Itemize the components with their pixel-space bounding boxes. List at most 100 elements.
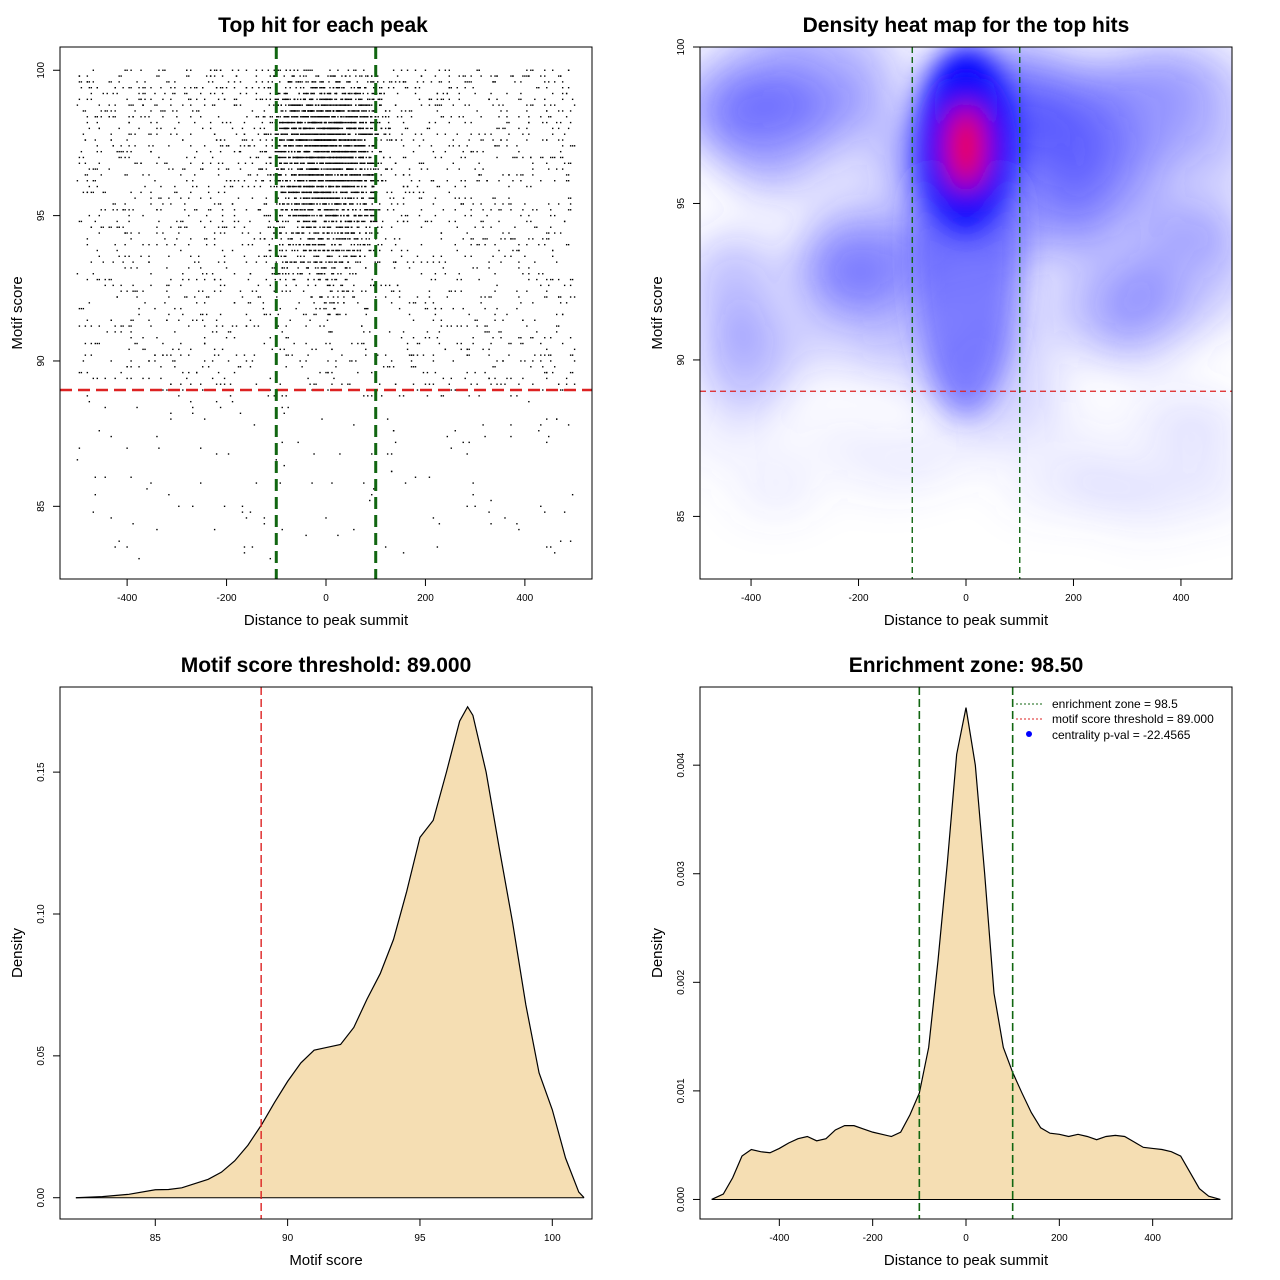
scatter-point-1324 — [448, 98, 450, 101]
scatter-point-4508 — [343, 87, 345, 89]
scatter-point-2315 — [317, 273, 320, 275]
scatter-point-1900 — [142, 104, 144, 106]
scatter-point-1034 — [500, 110, 502, 112]
scatter-point-459 — [162, 69, 164, 71]
scatter-point-3674 — [311, 121, 314, 124]
scatter-point-4434 — [350, 232, 353, 234]
scatter-point-4121 — [313, 121, 315, 124]
scatter-point-4212 — [349, 174, 351, 176]
scatter-point-3417 — [364, 203, 366, 205]
scatter-point-2588 — [331, 104, 333, 106]
scatter-point-2232 — [458, 145, 460, 147]
scatter-point-2820 — [310, 92, 312, 95]
scatter-point-4438 — [353, 220, 356, 223]
scatter-point-2534 — [370, 191, 372, 194]
scatter-point-1764 — [120, 150, 122, 153]
scatter-point-3427 — [286, 261, 288, 263]
scatter-point-605 — [520, 180, 522, 182]
scatter-point-1230 — [484, 371, 486, 374]
scatter-point-4133 — [329, 139, 332, 141]
scatter-point-546 — [283, 464, 285, 467]
scatter-point-4520 — [370, 284, 372, 287]
scatter-point-1174 — [307, 377, 309, 380]
scatter-point-4773 — [316, 174, 318, 176]
scatter-point-1141 — [198, 261, 200, 263]
scatter-point-1678 — [452, 139, 454, 141]
scatter-point-2173 — [502, 127, 504, 130]
scatter-point-2887 — [364, 145, 366, 147]
scatter-point-1830 — [434, 371, 437, 374]
scatter-point-932 — [571, 145, 574, 147]
scatter-point-1123 — [532, 383, 534, 385]
scatter-point-129 — [84, 354, 87, 356]
scatter-point-4788 — [296, 133, 299, 135]
scatter-point-3204 — [308, 139, 311, 141]
scatter-point-3643 — [341, 226, 344, 228]
scatter-point-152 — [474, 92, 476, 95]
scatter-point-2233 — [379, 261, 381, 263]
scatter-point-4052 — [316, 133, 318, 135]
scatter-point-4608 — [274, 133, 276, 135]
scatter-point-3821 — [286, 180, 288, 182]
scatter-point-2246 — [130, 104, 132, 106]
scatter-point-2192 — [273, 185, 275, 188]
scatter-point-1151 — [86, 319, 89, 321]
scatter-point-2800 — [319, 180, 321, 182]
scatter-point-2733 — [331, 168, 333, 170]
scatter-point-4843 — [313, 185, 315, 188]
scatter-point-1746 — [569, 371, 572, 374]
scatter-point-4085 — [355, 162, 357, 164]
scatter-point-4882 — [335, 127, 338, 130]
scatter-point-752 — [492, 139, 494, 141]
scatter-point-4667 — [338, 127, 341, 130]
scatter-point-268 — [299, 75, 301, 77]
heatmap-title: Density heat map for the top hits — [803, 14, 1130, 37]
scatter-point-1671 — [390, 302, 393, 304]
scatter-point-1378 — [404, 87, 407, 89]
scatter-point-787 — [518, 116, 520, 118]
scatter-point-2278 — [498, 220, 500, 223]
scatter-point-4197 — [326, 133, 329, 135]
scatter-point-4551 — [323, 121, 326, 124]
scatter-point-4393 — [329, 197, 332, 199]
scatter-point-157 — [554, 214, 556, 217]
scatter-point-4118 — [319, 139, 321, 141]
scatter-point-850 — [506, 313, 508, 316]
scatter-point-537 — [156, 243, 158, 246]
scatter-point-4465 — [289, 139, 291, 141]
scatter-point-946 — [194, 209, 196, 211]
scatter-point-2256 — [339, 453, 341, 455]
scatter-point-29 — [148, 145, 150, 147]
scatter-point-3467 — [350, 226, 353, 228]
scatter-point-609 — [488, 261, 490, 263]
scatter-point-4873 — [365, 313, 367, 316]
scatter-point-1184 — [456, 249, 458, 252]
scatter-point-4673 — [344, 156, 347, 159]
scatter-point-4096 — [298, 156, 300, 159]
scatter-point-583 — [428, 104, 431, 106]
scatter-point-1953 — [116, 226, 118, 228]
scatter-point-4339 — [304, 139, 306, 141]
scatter-point-4597 — [282, 273, 284, 275]
scatter-point-4492 — [320, 191, 323, 194]
scatter-point-2866 — [364, 116, 366, 118]
scatter-point-1605 — [494, 81, 496, 83]
scatter-point-3333 — [335, 191, 338, 194]
scatter-point-826 — [126, 150, 128, 153]
scatter-point-73 — [279, 482, 281, 484]
scatter-point-3668 — [314, 226, 317, 228]
scatter-point-2282 — [174, 92, 176, 95]
scatter-point-1082 — [128, 121, 130, 124]
scatter-point-2236 — [203, 418, 206, 420]
scatter-point-4319 — [261, 168, 263, 170]
scatter-point-239 — [205, 243, 208, 246]
scatter-point-3372 — [365, 232, 367, 234]
scatter-point-4208 — [274, 278, 276, 281]
scatter-point-4638 — [364, 168, 366, 170]
scatter-point-380 — [269, 116, 272, 118]
scatter-point-1551 — [516, 145, 518, 147]
scatter-point-1328 — [269, 313, 272, 316]
scatter-point-1773 — [436, 92, 439, 95]
scatter-point-4416 — [346, 255, 348, 258]
scatter-point-252 — [516, 249, 518, 252]
